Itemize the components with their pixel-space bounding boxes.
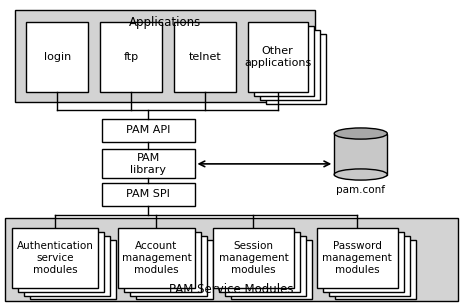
FancyBboxPatch shape	[317, 228, 398, 288]
Polygon shape	[334, 134, 387, 174]
Text: Applications: Applications	[128, 16, 200, 30]
FancyBboxPatch shape	[12, 228, 98, 288]
FancyBboxPatch shape	[26, 22, 88, 92]
FancyBboxPatch shape	[213, 228, 294, 288]
FancyBboxPatch shape	[260, 30, 319, 100]
Text: Authentication
service
modules: Authentication service modules	[17, 241, 94, 274]
FancyBboxPatch shape	[102, 149, 194, 178]
Text: ftp: ftp	[124, 52, 138, 62]
FancyBboxPatch shape	[174, 22, 236, 92]
FancyBboxPatch shape	[5, 218, 458, 301]
Text: Session
management
modules: Session management modules	[219, 241, 288, 274]
FancyBboxPatch shape	[329, 236, 410, 296]
Text: Other
applications: Other applications	[244, 46, 311, 68]
Text: PAM API: PAM API	[126, 125, 170, 135]
FancyBboxPatch shape	[225, 236, 306, 296]
FancyBboxPatch shape	[30, 240, 116, 300]
FancyBboxPatch shape	[18, 232, 104, 292]
FancyBboxPatch shape	[219, 232, 300, 292]
FancyBboxPatch shape	[137, 240, 213, 300]
Text: PAM Service Modules: PAM Service Modules	[169, 283, 294, 296]
FancyBboxPatch shape	[266, 34, 325, 104]
Ellipse shape	[334, 128, 387, 139]
FancyBboxPatch shape	[248, 22, 308, 92]
Text: Account
management
modules: Account management modules	[122, 241, 191, 274]
Ellipse shape	[334, 169, 387, 180]
Text: login: login	[44, 52, 71, 62]
FancyBboxPatch shape	[24, 236, 110, 296]
Text: telnet: telnet	[188, 52, 221, 62]
FancyBboxPatch shape	[102, 119, 194, 142]
Text: PAM
library: PAM library	[131, 153, 166, 175]
FancyBboxPatch shape	[254, 26, 313, 96]
FancyBboxPatch shape	[102, 183, 194, 206]
FancyBboxPatch shape	[125, 232, 200, 292]
FancyBboxPatch shape	[131, 236, 206, 296]
FancyBboxPatch shape	[119, 228, 194, 288]
FancyBboxPatch shape	[335, 240, 416, 300]
FancyBboxPatch shape	[323, 232, 404, 292]
FancyBboxPatch shape	[100, 22, 162, 92]
Text: Password
management
modules: Password management modules	[322, 241, 392, 274]
FancyBboxPatch shape	[14, 10, 314, 102]
Text: pam.conf: pam.conf	[336, 185, 385, 195]
FancyBboxPatch shape	[231, 240, 312, 300]
Text: PAM SPI: PAM SPI	[126, 189, 170, 199]
